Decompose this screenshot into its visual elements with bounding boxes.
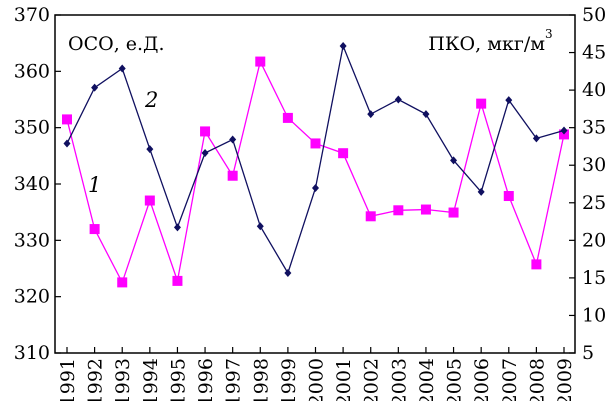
series-1-point <box>503 191 514 202</box>
series-label-1: 1 <box>88 173 101 197</box>
series-1-point <box>227 170 238 181</box>
x-tick-label: 1993 <box>112 358 134 401</box>
series-1-line <box>66 59 565 285</box>
x-tick-label: 1992 <box>85 358 107 401</box>
left-tick-label: 360 <box>14 60 50 82</box>
right-tick-label: 25 <box>582 192 606 214</box>
series-1-point <box>448 207 459 218</box>
series-2-point <box>505 96 513 105</box>
x-tick-label: 2001 <box>333 358 355 401</box>
series-2-point <box>312 183 319 192</box>
right-tick-label: 10 <box>582 304 606 326</box>
x-tick-label: 1994 <box>140 358 162 401</box>
right-tick-label: 45 <box>582 42 606 64</box>
series-1-point <box>172 275 183 286</box>
right-axis-title-superscript: 3 <box>545 27 553 41</box>
series-1-point <box>117 277 128 288</box>
x-tick-label: 1998 <box>250 358 272 401</box>
right-tick-label: 20 <box>582 229 606 251</box>
plot-frame <box>54 14 576 354</box>
series-layer <box>62 41 569 288</box>
series-1-point <box>338 148 349 159</box>
right-tick-label: 40 <box>582 79 606 101</box>
series-2-point <box>367 110 375 119</box>
x-tick-label: 1995 <box>167 358 189 401</box>
series-2-point <box>146 145 154 154</box>
series-2-point <box>256 222 264 231</box>
left-tick-label: 340 <box>14 173 50 195</box>
series-2-line <box>66 43 565 275</box>
series-1-point <box>144 195 155 206</box>
left-tick-label: 370 <box>14 4 50 26</box>
series-label-2: 2 <box>144 88 158 112</box>
series-2-point <box>532 134 540 143</box>
series-2-point <box>118 64 126 73</box>
series-2-point <box>173 223 181 232</box>
right-tick-label: 30 <box>582 154 606 176</box>
series-2-point <box>284 269 292 278</box>
x-tick-label: 2005 <box>444 358 466 401</box>
x-tick-label: 2003 <box>388 358 410 401</box>
x-tick-label: 2007 <box>499 358 521 401</box>
series-2-point <box>63 139 71 148</box>
x-axis: 1991 1992 1993 1994 1995 1996 1997 1998 1999 2000… <box>57 347 576 401</box>
x-tick-label: 2004 <box>416 358 438 401</box>
series-1-point <box>531 259 542 270</box>
series-2-point <box>91 83 99 92</box>
right-tick-label: 50 <box>582 4 606 26</box>
x-tick-label: 1991 <box>57 358 79 401</box>
left-tick-label: 320 <box>14 286 50 308</box>
x-tick-label: 2000 <box>306 358 328 401</box>
series-2-point <box>450 156 458 165</box>
x-tick-label: 1997 <box>223 358 245 401</box>
left-tick-label: 310 <box>14 342 50 364</box>
series-1-point <box>420 204 431 215</box>
right-tick-label: 15 <box>582 267 606 289</box>
series-1-point <box>89 224 100 235</box>
series-1-point <box>282 112 293 123</box>
series-1-point <box>365 211 376 222</box>
x-tick-label: 2008 <box>526 358 548 401</box>
left-tick-label: 330 <box>14 229 50 251</box>
right-axis-title: ПКО, мкг/м <box>428 33 545 55</box>
left-axis: 310 320 330 340 350 360 370 <box>14 4 61 364</box>
left-tick-label: 350 <box>14 117 50 139</box>
series-1-point <box>200 126 211 137</box>
right-tick-label: 35 <box>582 117 606 139</box>
left-axis-title: ОСО, е.Д. <box>68 33 165 55</box>
x-tick-label: 1996 <box>195 358 217 401</box>
x-tick-label: 1999 <box>278 358 300 401</box>
series-1-point <box>476 98 487 109</box>
series-1-point <box>310 138 321 149</box>
series-2-point <box>229 135 237 144</box>
series-2-point <box>477 187 485 196</box>
series-2-point <box>422 110 430 119</box>
series-2-point <box>339 41 347 50</box>
right-axis: 5 10 15 20 25 30 35 40 45 50 <box>569 4 606 364</box>
right-tick-label: 5 <box>582 342 594 364</box>
x-tick-label: 2009 <box>554 358 576 401</box>
x-tick-label: 2006 <box>471 358 493 401</box>
series-1-point <box>255 56 266 67</box>
series-2-point <box>201 149 209 158</box>
series-1-point <box>393 205 404 216</box>
series-2-point <box>560 126 568 135</box>
series-1-point <box>62 114 72 125</box>
series-2-point <box>394 95 402 104</box>
x-tick-label: 2002 <box>361 358 383 401</box>
